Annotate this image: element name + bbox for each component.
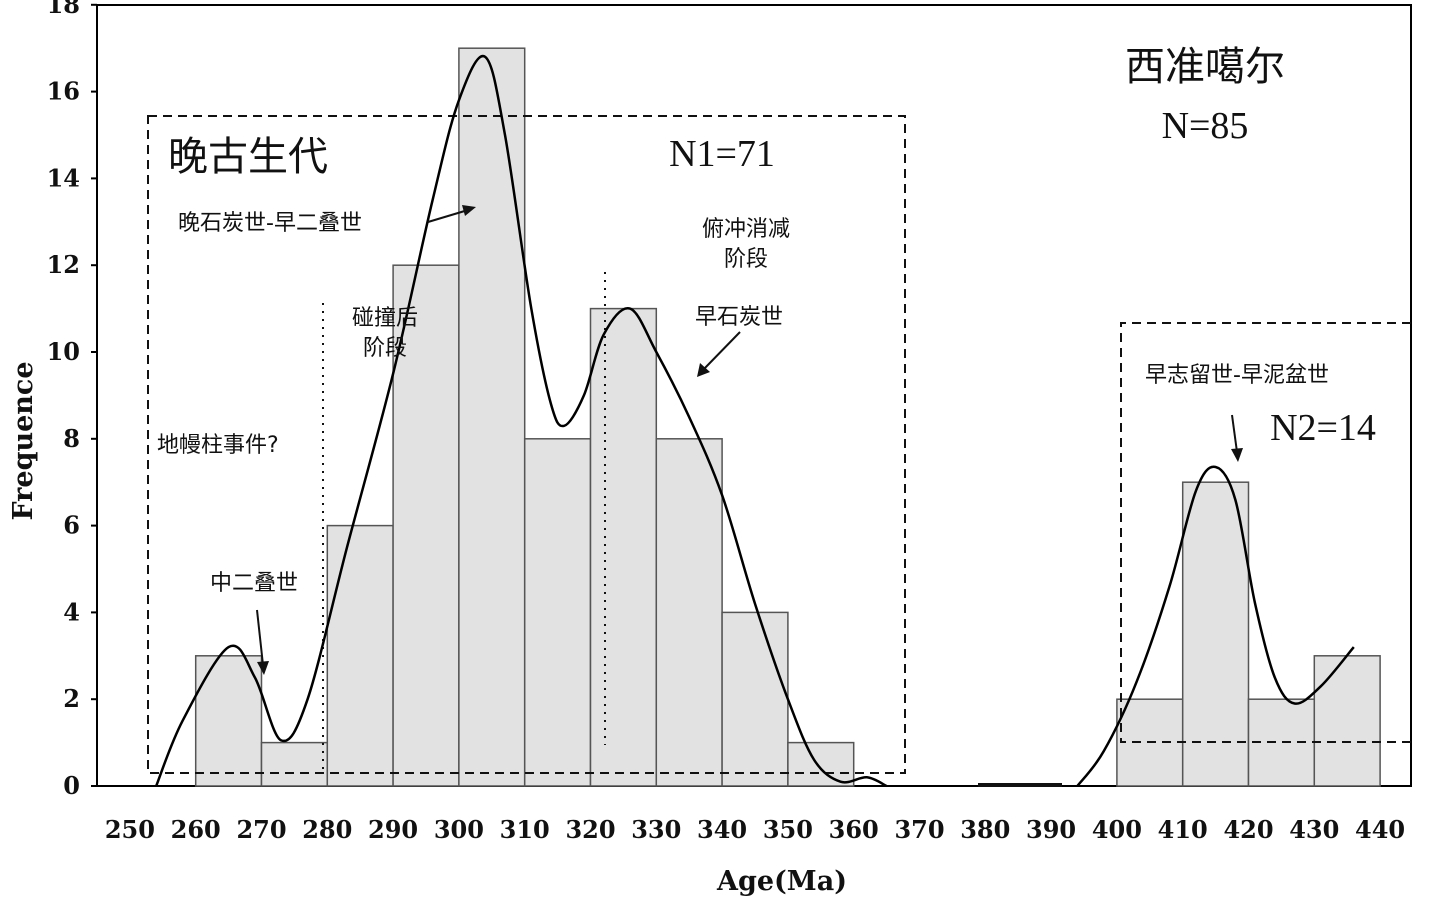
arrowhead-late-carb xyxy=(462,205,476,216)
histogram-bar-260 xyxy=(194,655,263,787)
y-tick-label-4: 4 xyxy=(63,597,80,626)
histogram-bar-310 xyxy=(523,438,592,787)
y-axis-title: Frequence xyxy=(8,361,39,520)
y-tick-label-18: 18 xyxy=(47,0,80,19)
x-tick-label-350: 350 xyxy=(763,815,813,844)
x-axis-title: Age(Ma) xyxy=(716,866,847,897)
x-tick-label-360: 360 xyxy=(829,815,879,844)
x-tick-label-400: 400 xyxy=(1092,815,1142,844)
arrow-late-carb xyxy=(427,209,469,223)
arrow-early-carb xyxy=(702,331,741,371)
x-tick-label-340: 340 xyxy=(697,815,747,844)
x-tick-label-320: 320 xyxy=(565,815,615,844)
histogram-bar-280 xyxy=(326,524,394,787)
arrow-silurian xyxy=(1231,414,1238,453)
histogram-bar-270 xyxy=(260,741,329,787)
annotation-subduction-line2: 阶段 xyxy=(724,247,768,272)
arrowhead-early-carb xyxy=(697,363,710,377)
arrow-middle-perm xyxy=(256,609,264,666)
x-tick-label-270: 270 xyxy=(236,815,286,844)
curves-layer xyxy=(155,54,1355,788)
group1-count-label: N1=71 xyxy=(669,133,775,175)
x-tick-label-440: 440 xyxy=(1355,815,1405,844)
y-tick-label-16: 16 xyxy=(47,77,80,106)
x-tick-label-310: 310 xyxy=(500,815,550,844)
y-tick-label-10: 10 xyxy=(47,337,80,366)
title-region-label: 西准噶尔 xyxy=(1125,44,1285,90)
y-tick-label-6: 6 xyxy=(63,511,80,540)
x-tick-label-420: 420 xyxy=(1223,815,1273,844)
x-tick-label-410: 410 xyxy=(1158,815,1208,844)
title-total-count: N=85 xyxy=(1162,105,1249,147)
annotation-early-carb: 早石炭世 xyxy=(695,305,783,330)
histogram-bar-300 xyxy=(458,47,526,787)
group2-dashed-box xyxy=(1120,322,1411,743)
y-tick-label-12: 12 xyxy=(47,250,80,279)
density-curve-group1 xyxy=(155,54,888,788)
arrowhead-middle-perm xyxy=(257,661,269,675)
ticks-layer: 0 2 4 6 8 10 12 14 16 18 250 260 270 280 290 300 310 320 3… xyxy=(47,0,1406,844)
x-tick-label-300: 300 xyxy=(434,815,484,844)
histogram-bar-430 xyxy=(1313,655,1381,787)
y-tick-label-8: 8 xyxy=(63,424,80,453)
x-tick-label-280: 280 xyxy=(302,815,352,844)
annotation-subduction-line1: 俯冲消减 xyxy=(702,217,790,242)
x-tick-label-430: 430 xyxy=(1289,815,1339,844)
density-curve-group2 xyxy=(1076,465,1355,787)
group1-dashed-box xyxy=(147,115,906,774)
group-boxes-layer xyxy=(147,115,1411,787)
annotation-post-collision-line2: 阶段 xyxy=(363,336,407,361)
group2-count-label: N2=14 xyxy=(1270,407,1376,449)
x-tick-label-390: 390 xyxy=(1026,815,1076,844)
histogram-bar-410 xyxy=(1181,481,1250,787)
annotation-middle-perm: 中二叠世 xyxy=(210,571,298,596)
histogram-bar-290 xyxy=(392,264,460,787)
x-tick-label-370: 370 xyxy=(894,815,944,844)
histogram-bar-340 xyxy=(721,611,789,787)
annotation-late-carb-early-perm: 晚石炭世-早二叠世 xyxy=(178,211,362,236)
annotation-arrows xyxy=(256,205,1243,675)
x-tick-label-380: 380 xyxy=(960,815,1010,844)
arrowhead-silurian xyxy=(1231,448,1243,462)
y-tick-label-2: 2 xyxy=(63,684,80,713)
x-tick-label-290: 290 xyxy=(368,815,418,844)
annotation-silurian-devonian: 早志留世-早泥盆世 xyxy=(1145,363,1329,388)
bars-layer xyxy=(194,47,1381,787)
x-tick-label-250: 250 xyxy=(105,815,155,844)
annotation-mantle-plume: 地幔柱事件? xyxy=(157,433,279,458)
y-tick-label-0: 0 xyxy=(63,771,80,800)
x-tick-label-330: 330 xyxy=(631,815,681,844)
histogram-bar-330 xyxy=(655,438,723,787)
group1-era-label: 晚古生代 xyxy=(168,134,328,180)
histogram-bar-320 xyxy=(589,307,658,787)
annotation-post-collision-line1: 碰撞后 xyxy=(352,306,418,331)
y-tick-label-14: 14 xyxy=(47,163,80,192)
histogram-bar-350 xyxy=(787,741,855,787)
x-tick-label-260: 260 xyxy=(171,815,221,844)
